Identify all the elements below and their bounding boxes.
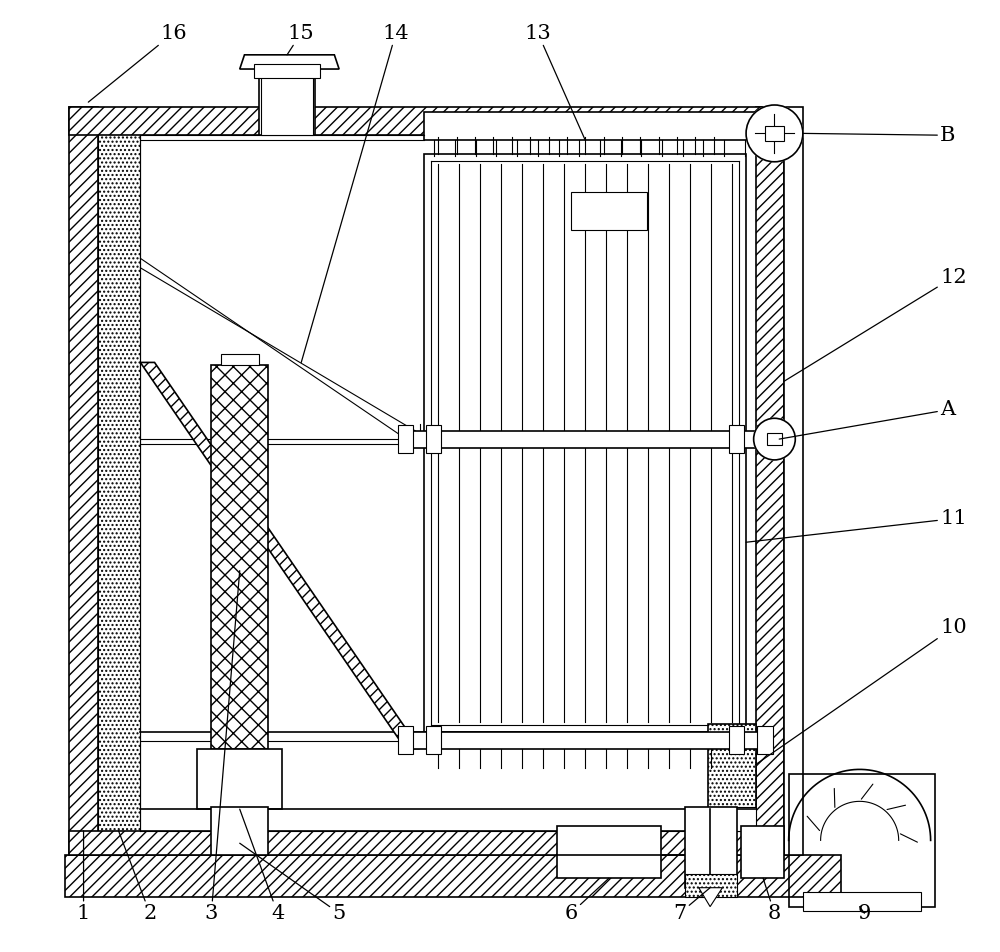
Bar [685, 874, 737, 897]
Circle shape [746, 105, 803, 162]
Bar [98, 107, 140, 855]
Bar [741, 826, 784, 879]
Bar [765, 126, 784, 141]
Polygon shape [240, 55, 339, 69]
Text: 4: 4 [240, 809, 284, 922]
Bar [571, 192, 647, 230]
Polygon shape [140, 363, 420, 748]
Text: 3: 3 [205, 570, 240, 922]
Bar [426, 425, 441, 453]
Bar [708, 807, 756, 831]
Bar [211, 366, 268, 748]
Text: 1: 1 [77, 831, 90, 922]
Bar [69, 107, 784, 135]
Bar [398, 425, 413, 453]
Polygon shape [254, 65, 320, 78]
Bar [197, 748, 282, 809]
Bar [729, 425, 744, 453]
Bar [211, 807, 268, 855]
Bar [259, 65, 315, 135]
Bar [757, 725, 773, 754]
Bar [398, 725, 413, 754]
Text: 16: 16 [88, 24, 187, 102]
Text: 15: 15 [287, 24, 315, 55]
Bar [401, 731, 770, 748]
Text: 7: 7 [673, 887, 710, 922]
Bar [784, 107, 803, 855]
Bar [767, 433, 782, 445]
Bar [221, 354, 259, 366]
Bar [789, 774, 935, 906]
Bar [708, 724, 756, 809]
Text: 5: 5 [240, 843, 346, 922]
Circle shape [754, 418, 795, 460]
Text: 9: 9 [858, 903, 871, 922]
Bar [69, 831, 784, 855]
Bar [729, 725, 744, 754]
Bar [424, 111, 756, 140]
Bar [756, 107, 784, 855]
Bar [424, 154, 746, 731]
Bar [401, 430, 770, 447]
Bar [757, 425, 773, 453]
Bar [803, 892, 921, 911]
Text: 10: 10 [756, 618, 967, 764]
Text: 2: 2 [119, 831, 156, 922]
Text: 13: 13 [524, 24, 585, 140]
Bar [685, 807, 737, 887]
Text: 6: 6 [564, 879, 609, 922]
Text: 12: 12 [784, 268, 967, 382]
Polygon shape [699, 887, 722, 906]
Bar [426, 725, 441, 754]
Bar [557, 826, 661, 879]
Bar [65, 855, 841, 897]
Text: 14: 14 [301, 24, 409, 363]
Text: 11: 11 [746, 509, 967, 543]
Text: B: B [803, 126, 955, 145]
Bar [69, 107, 98, 855]
Text: 8: 8 [763, 879, 781, 922]
Text: A: A [779, 400, 955, 439]
Bar [261, 69, 313, 135]
